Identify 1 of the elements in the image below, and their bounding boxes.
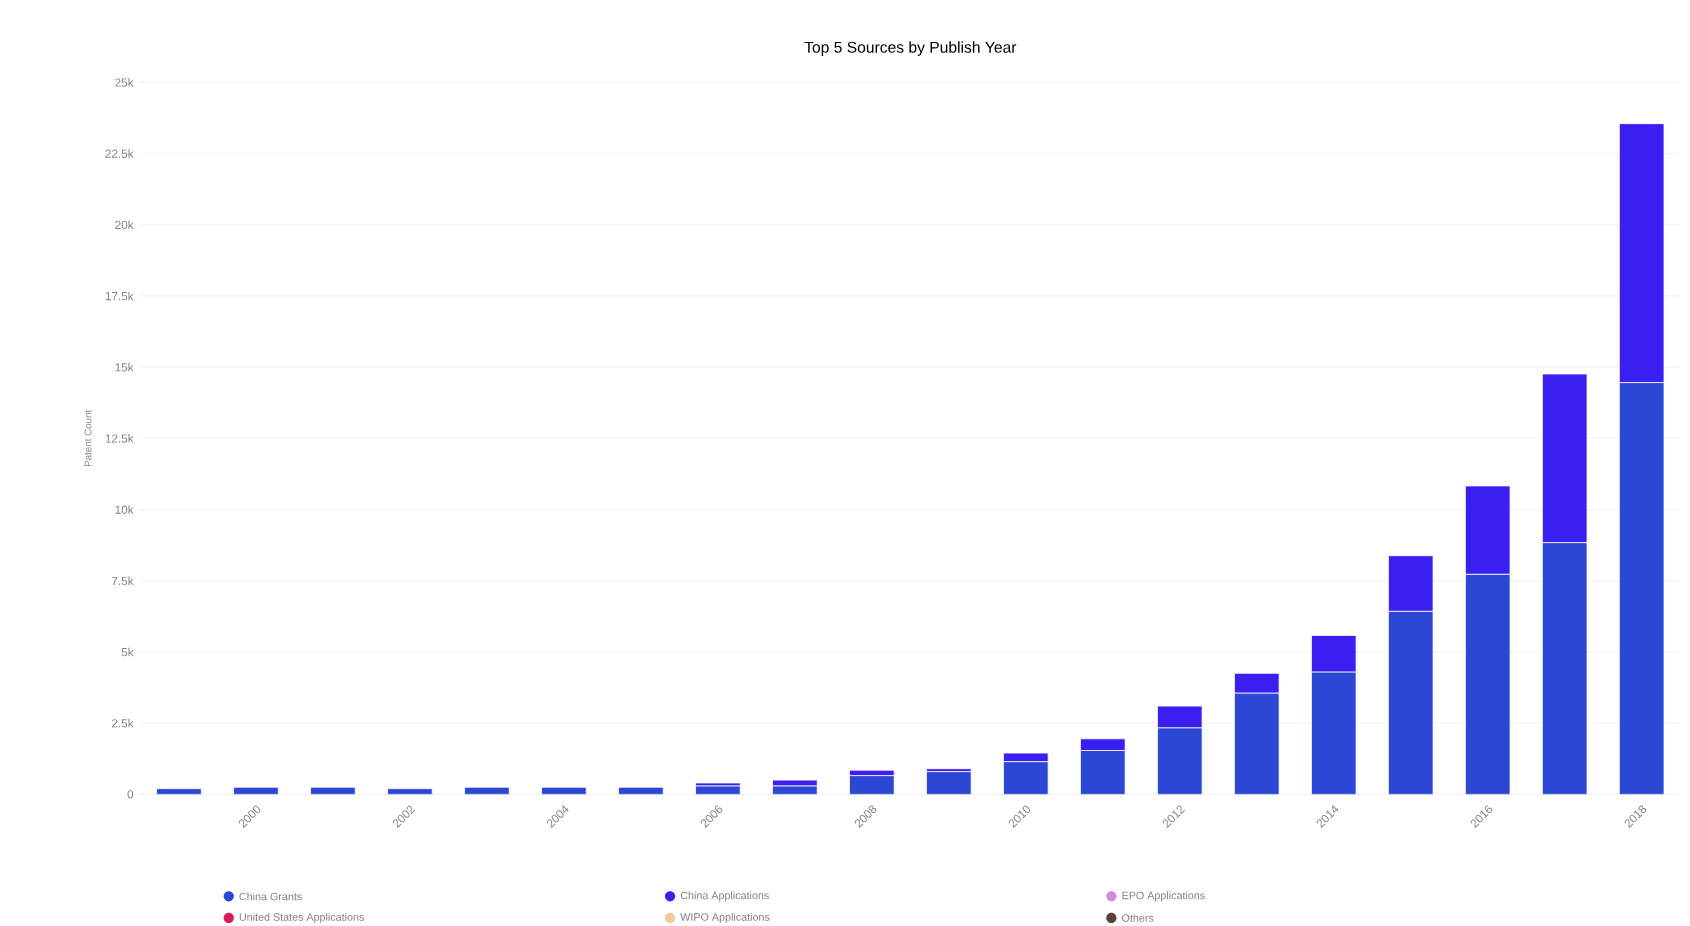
bar	[772, 779, 818, 787]
